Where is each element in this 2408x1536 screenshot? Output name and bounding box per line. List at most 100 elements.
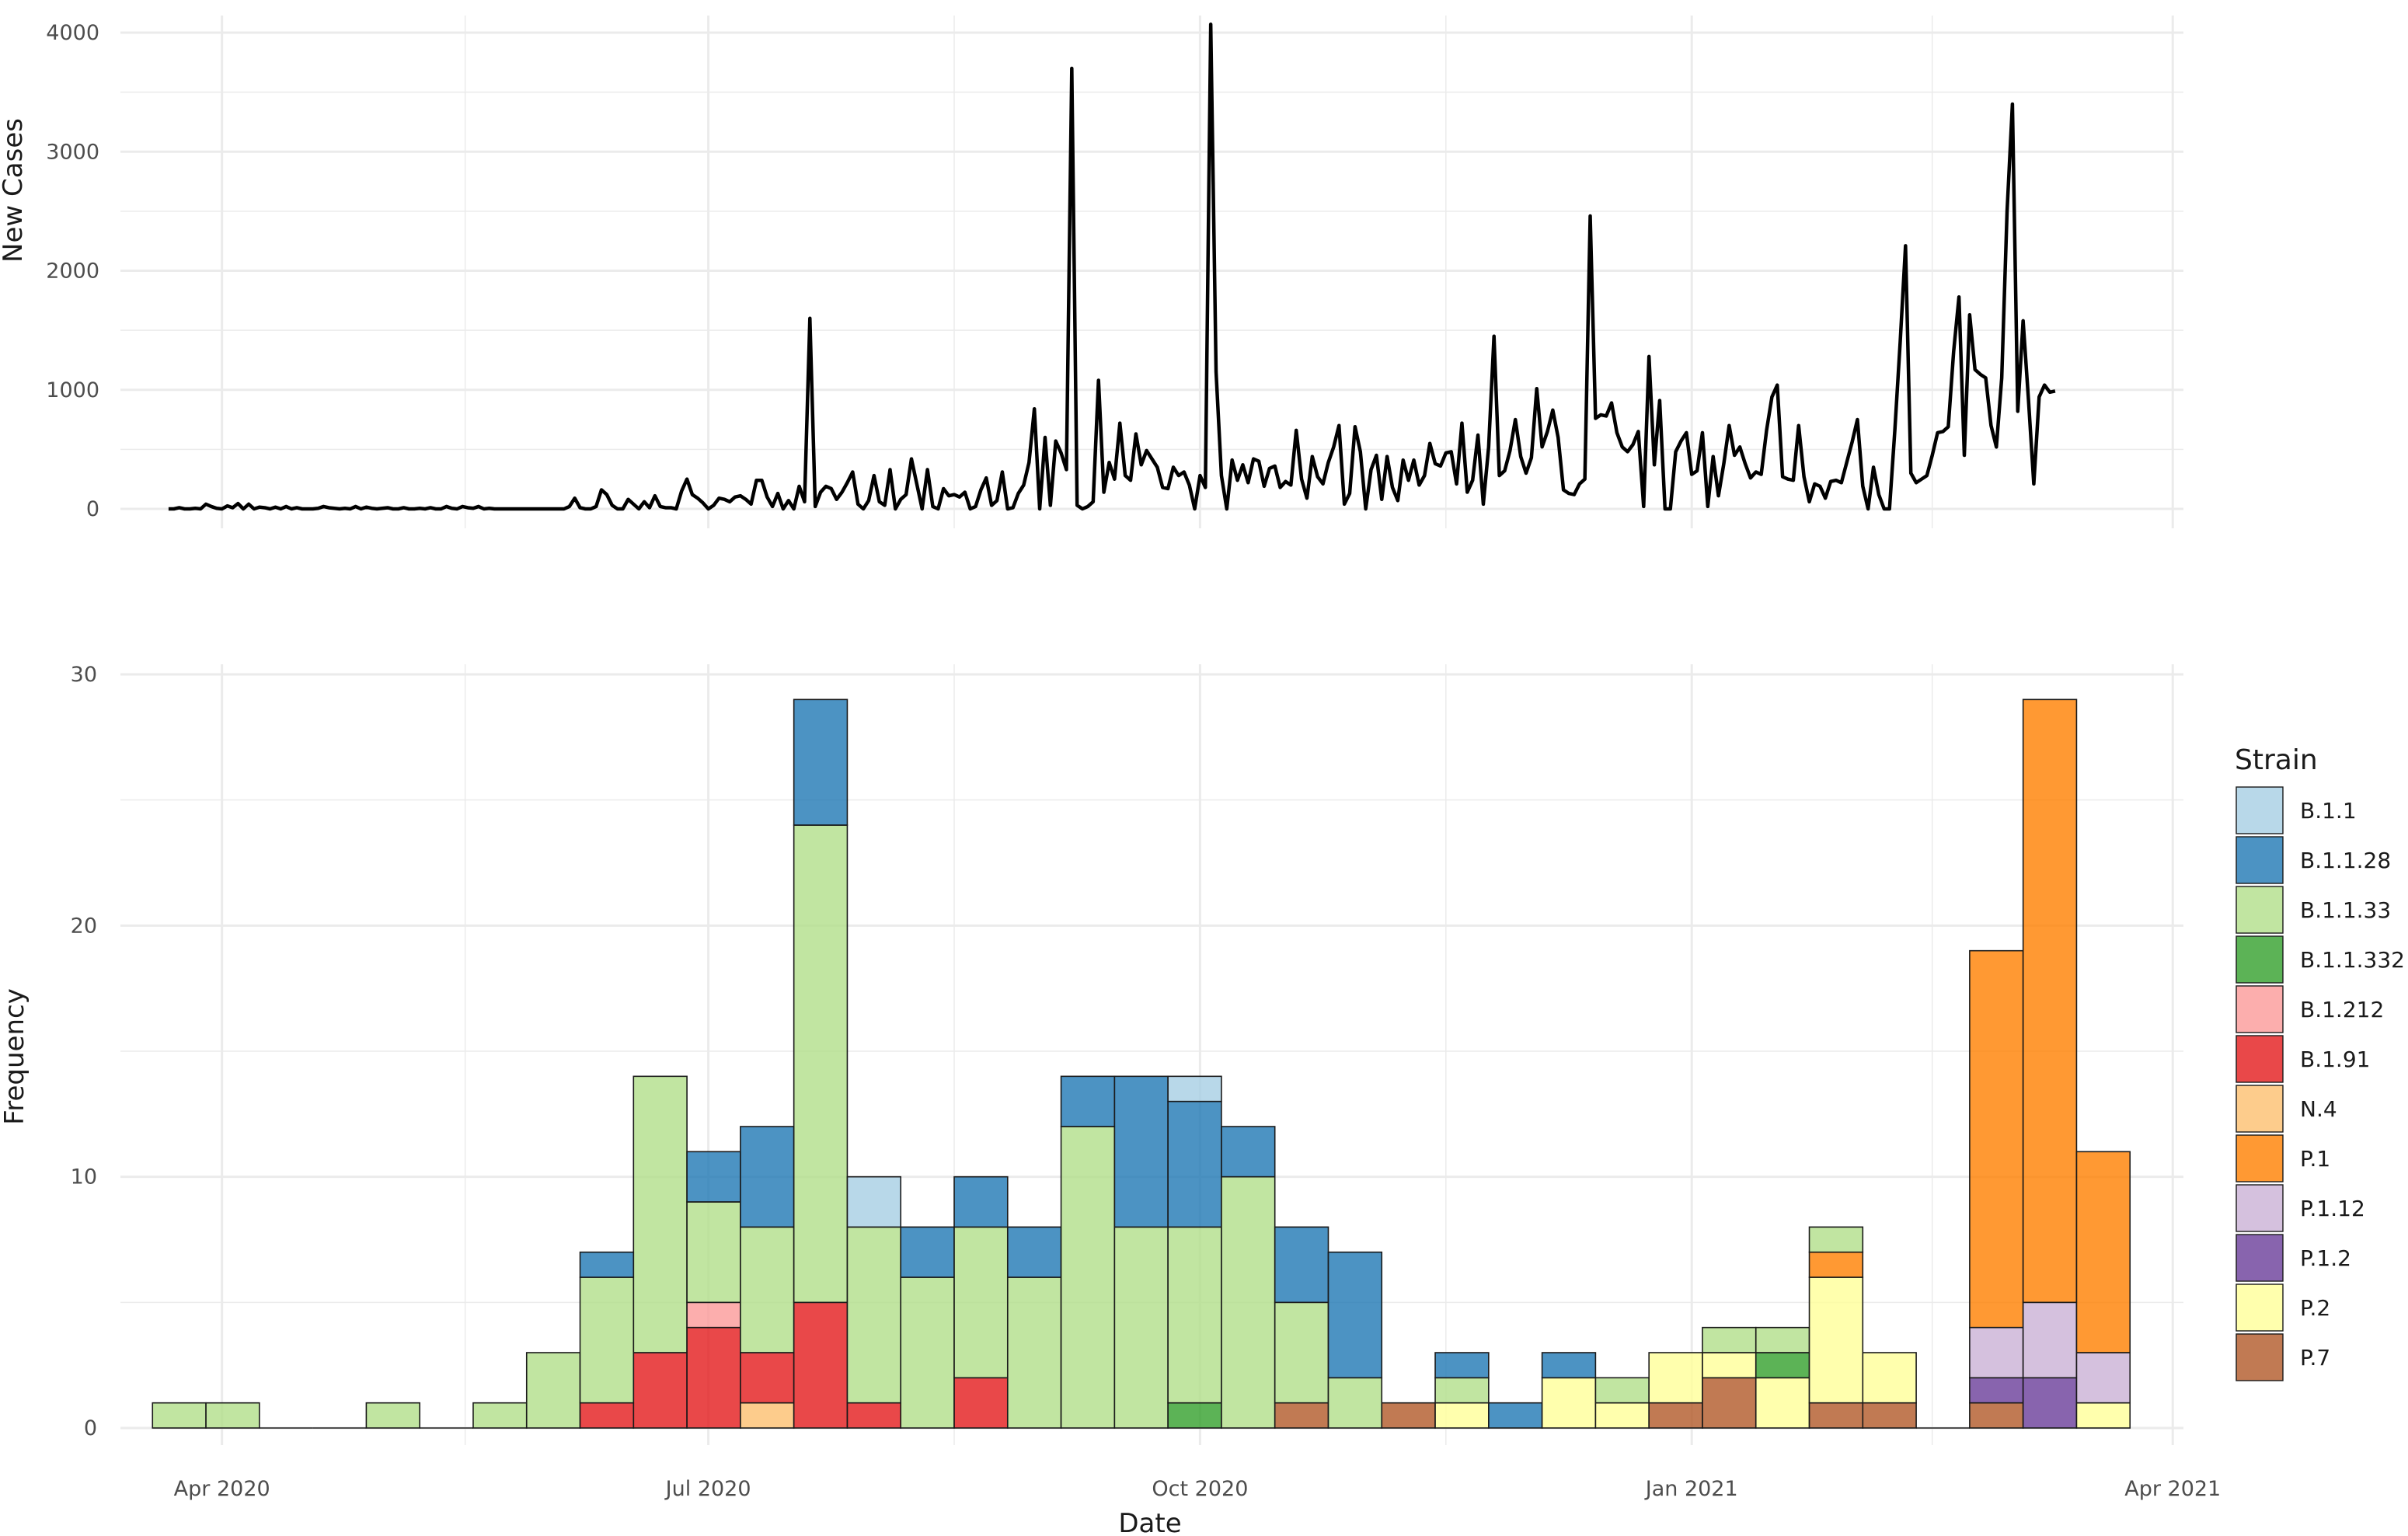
legend-swatch [2236, 935, 2284, 984]
bar-segment [1327, 1251, 1383, 1379]
y-tick-label: 0 [86, 497, 99, 521]
bar-segment [686, 1301, 741, 1329]
bar-segment [846, 1176, 902, 1228]
x-tick-label: Apr 2021 [2124, 1477, 2221, 1501]
y-tick-label: 20 [71, 914, 97, 938]
bar-segment [2022, 1301, 2078, 1379]
y-tick-label: 0 [84, 1416, 97, 1440]
bar-segment [1808, 1277, 1864, 1404]
legend-swatch [2236, 886, 2284, 934]
bar-segment [1755, 1377, 1810, 1429]
bar-segment [846, 1226, 902, 1404]
legend-swatch [2236, 1035, 2284, 1083]
legend-label: B.1.91 [2300, 1047, 2370, 1072]
y-tick-label: 2000 [46, 259, 99, 284]
bar-segment [1969, 949, 2024, 1329]
legend-swatch [2236, 1283, 2284, 1332]
legend-title: Strain [2235, 744, 2318, 776]
bar-segment [1755, 1352, 1810, 1379]
bar-segment [1167, 1100, 1222, 1228]
legend-swatch [2236, 836, 2284, 884]
bar-segment [579, 1277, 635, 1404]
bar-segment [1969, 1326, 2024, 1379]
y-tick-label: 10 [71, 1165, 97, 1189]
bar-segment [900, 1226, 955, 1278]
bar-segment [953, 1377, 1009, 1429]
bar-segment [152, 1402, 207, 1429]
x-tick-label: Apr 2020 [174, 1477, 270, 1501]
legend-label: P.1.2 [2300, 1245, 2351, 1271]
bar-segment [1221, 1126, 1276, 1178]
frequency-y-axis-title: Frequency [0, 988, 30, 1125]
bar-segment [846, 1402, 902, 1429]
bar-segment [1167, 1075, 1222, 1102]
bar-segment [1434, 1377, 1490, 1404]
bar-segment [1060, 1075, 1116, 1127]
new-cases-y-tick-labels: 0 1000 2000 3000 4000 [46, 21, 99, 521]
legend-swatch [2236, 1134, 2284, 1182]
bar-segment [1434, 1402, 1490, 1429]
legend-label: P.2 [2300, 1295, 2330, 1321]
bar-segment [1274, 1301, 1329, 1404]
legend-label: P.1.12 [2300, 1196, 2365, 1221]
bar-segment [1006, 1277, 1062, 1429]
bar-segment [953, 1226, 1009, 1379]
bar-segment [953, 1176, 1009, 1228]
bar-segment [1006, 1226, 1062, 1278]
y-tick-label: 4000 [46, 21, 99, 45]
bar-segment [365, 1402, 420, 1429]
frequency-panel: 0 10 20 30 Apr 2020 Jul 2020 Oct 2020 Jan 2021… [0, 663, 2221, 1536]
bar-segment [1381, 1402, 1436, 1429]
bar-segment [740, 1402, 795, 1429]
bar-segment [900, 1277, 955, 1429]
bar-segment [2022, 1377, 2078, 1429]
new-cases-y-axis-title: New Cases [0, 118, 29, 263]
bar-segment [793, 1301, 849, 1429]
bar-segment [686, 1201, 741, 1304]
bar-segment [1113, 1226, 1169, 1429]
legend-label: B.1.1.28 [2300, 848, 2391, 873]
bar-segment [1167, 1226, 1222, 1404]
bar-segment [1274, 1402, 1329, 1429]
bar-segment [1541, 1377, 1597, 1429]
bar-segment [1541, 1352, 1597, 1379]
bar-segment [1702, 1352, 1757, 1379]
bar-segment [740, 1226, 795, 1353]
legend-label: B.1.1.332 [2300, 947, 2405, 973]
legend-swatch [2236, 1184, 2284, 1232]
bar-segment [1702, 1326, 1757, 1353]
bar-segment [1808, 1226, 1864, 1253]
bar-segment [2075, 1352, 2131, 1404]
bar-segment [632, 1352, 688, 1429]
bar-segment [1434, 1352, 1490, 1379]
legend-swatch [2236, 1085, 2284, 1133]
bar-segment [1060, 1126, 1116, 1429]
legend-label: B.1.1.33 [2300, 897, 2391, 923]
legend-swatch [2236, 985, 2284, 1033]
new-cases-panel: 0 1000 2000 3000 4000 New Cases [0, 16, 2183, 528]
bar-segment [793, 698, 849, 826]
bar-segment [1648, 1402, 1703, 1429]
bar-segment [579, 1251, 635, 1278]
y-tick-label: 3000 [46, 140, 99, 164]
bar-segment [1594, 1377, 1650, 1404]
x-tick-label: Oct 2020 [1152, 1477, 1248, 1501]
bar-segment [472, 1402, 528, 1429]
x-tick-label: Jul 2020 [664, 1477, 751, 1501]
bar-segment [2075, 1402, 2131, 1429]
bar-segment [1274, 1226, 1329, 1304]
y-tick-label: 30 [71, 663, 97, 687]
bar-segment [2022, 698, 2078, 1304]
bar-segment [1648, 1352, 1703, 1404]
y-tick-label: 1000 [46, 378, 99, 402]
bar-segment [1808, 1402, 1864, 1429]
bar-segment [1755, 1326, 1810, 1353]
bar-segment [1969, 1402, 2024, 1429]
legend-swatch [2236, 786, 2284, 834]
x-tick-label: Jan 2021 [1644, 1477, 1738, 1501]
strain-legend: Strain B.1.1B.1.1.28B.1.1.33B.1.1.332B.1… [2235, 744, 2405, 1381]
legend-label: N.4 [2300, 1096, 2337, 1122]
bar-segment [686, 1151, 741, 1203]
bar-segment [1167, 1402, 1222, 1429]
